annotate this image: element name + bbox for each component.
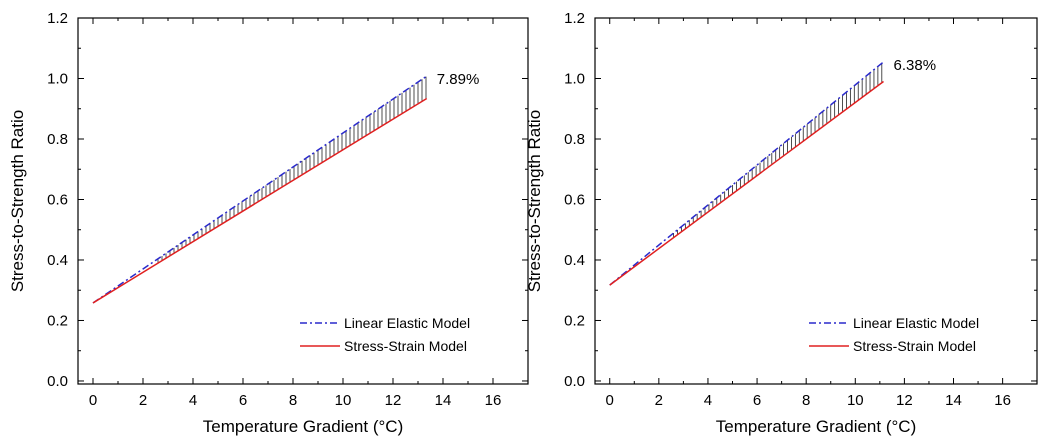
x-tick-label: 12	[896, 392, 913, 409]
y-tick-label: 1.2	[564, 10, 585, 27]
x-tick-label: 4	[704, 392, 712, 409]
legend-stress-strain-label: Stress-Strain Model	[344, 338, 467, 354]
legend-linear-elastic-label: Linear Elastic Model	[853, 315, 979, 331]
x-tick-label: 10	[335, 392, 352, 409]
series-line-stress-strain	[92, 97, 428, 304]
difference-annotation: 6.38%	[894, 57, 937, 74]
y-tick-label: 0.0	[47, 373, 68, 390]
legend: Linear Elastic Model Stress-Strain Model	[300, 315, 470, 354]
x-tick-label: 0	[606, 392, 614, 409]
x-tick-label: 8	[802, 392, 810, 409]
y-tick-label: 0.8	[47, 131, 68, 148]
y-tick-label: 1.0	[47, 70, 68, 87]
y-axis-title: Stress-to-Strength Ratio	[525, 110, 544, 292]
x-tick-label: 6	[239, 392, 247, 409]
x-tick-label: 16	[994, 392, 1011, 409]
y-tick-label: 0.8	[564, 131, 585, 148]
x-tick-label: 10	[847, 392, 864, 409]
legend-linear-elastic-label: Linear Elastic Model	[344, 315, 470, 331]
x-tick-label: 16	[485, 392, 502, 409]
plot-frame	[77, 17, 529, 385]
x-axis-title: Temperature Gradient (°C)	[203, 417, 403, 436]
x-tick-label: 2	[139, 392, 147, 409]
x-tick-label: 12	[385, 392, 402, 409]
y-tick-label: 0.6	[47, 191, 68, 208]
x-tick-label: 8	[289, 392, 297, 409]
series-line-linear-elastic	[92, 75, 428, 304]
series-line-linear-elastic	[609, 61, 885, 286]
difference-annotation: 7.89%	[437, 71, 480, 88]
y-axis-title: Stress-to-Strength Ratio	[8, 110, 27, 292]
hatch-region	[673, 63, 883, 238]
x-tick-label: 6	[753, 392, 761, 409]
chart-panel-1: 0 2 4 6 8 10 12 14 16 0.0 0.2 0.4 0.6 0.8 1.0 1.2 Temper…	[8, 10, 529, 436]
x-tick-label: 2	[655, 392, 663, 409]
y-tick-label: 1.0	[564, 70, 585, 87]
chart-panel-2: 0 2 4 6 8 10 12 14 16 0.0 0.2 0.4 0.6 0.8 1.0 1.2 Temper…	[525, 10, 1038, 436]
y-tick-label: 1.2	[47, 10, 68, 27]
x-tick-label: 4	[189, 392, 197, 409]
y-tick-label: 0.4	[47, 252, 68, 269]
y-tick-label: 0.4	[564, 252, 585, 269]
y-tick-label: 0.2	[564, 312, 585, 329]
plot-frame	[594, 17, 1038, 385]
x-axis-title: Temperature Gradient (°C)	[716, 417, 916, 436]
x-tick-label: 14	[945, 392, 962, 409]
x-tick-label: 0	[89, 392, 97, 409]
legend-stress-strain-label: Stress-Strain Model	[853, 338, 976, 354]
legend: Linear Elastic Model Stress-Strain Model	[809, 315, 979, 354]
series-line-stress-strain	[609, 80, 884, 286]
y-tick-label: 0.2	[47, 312, 68, 329]
y-tick-label: 0.0	[564, 373, 585, 390]
hatch-region	[157, 76, 427, 264]
x-tick-label: 14	[435, 392, 452, 409]
y-tick-label: 0.6	[564, 191, 585, 208]
